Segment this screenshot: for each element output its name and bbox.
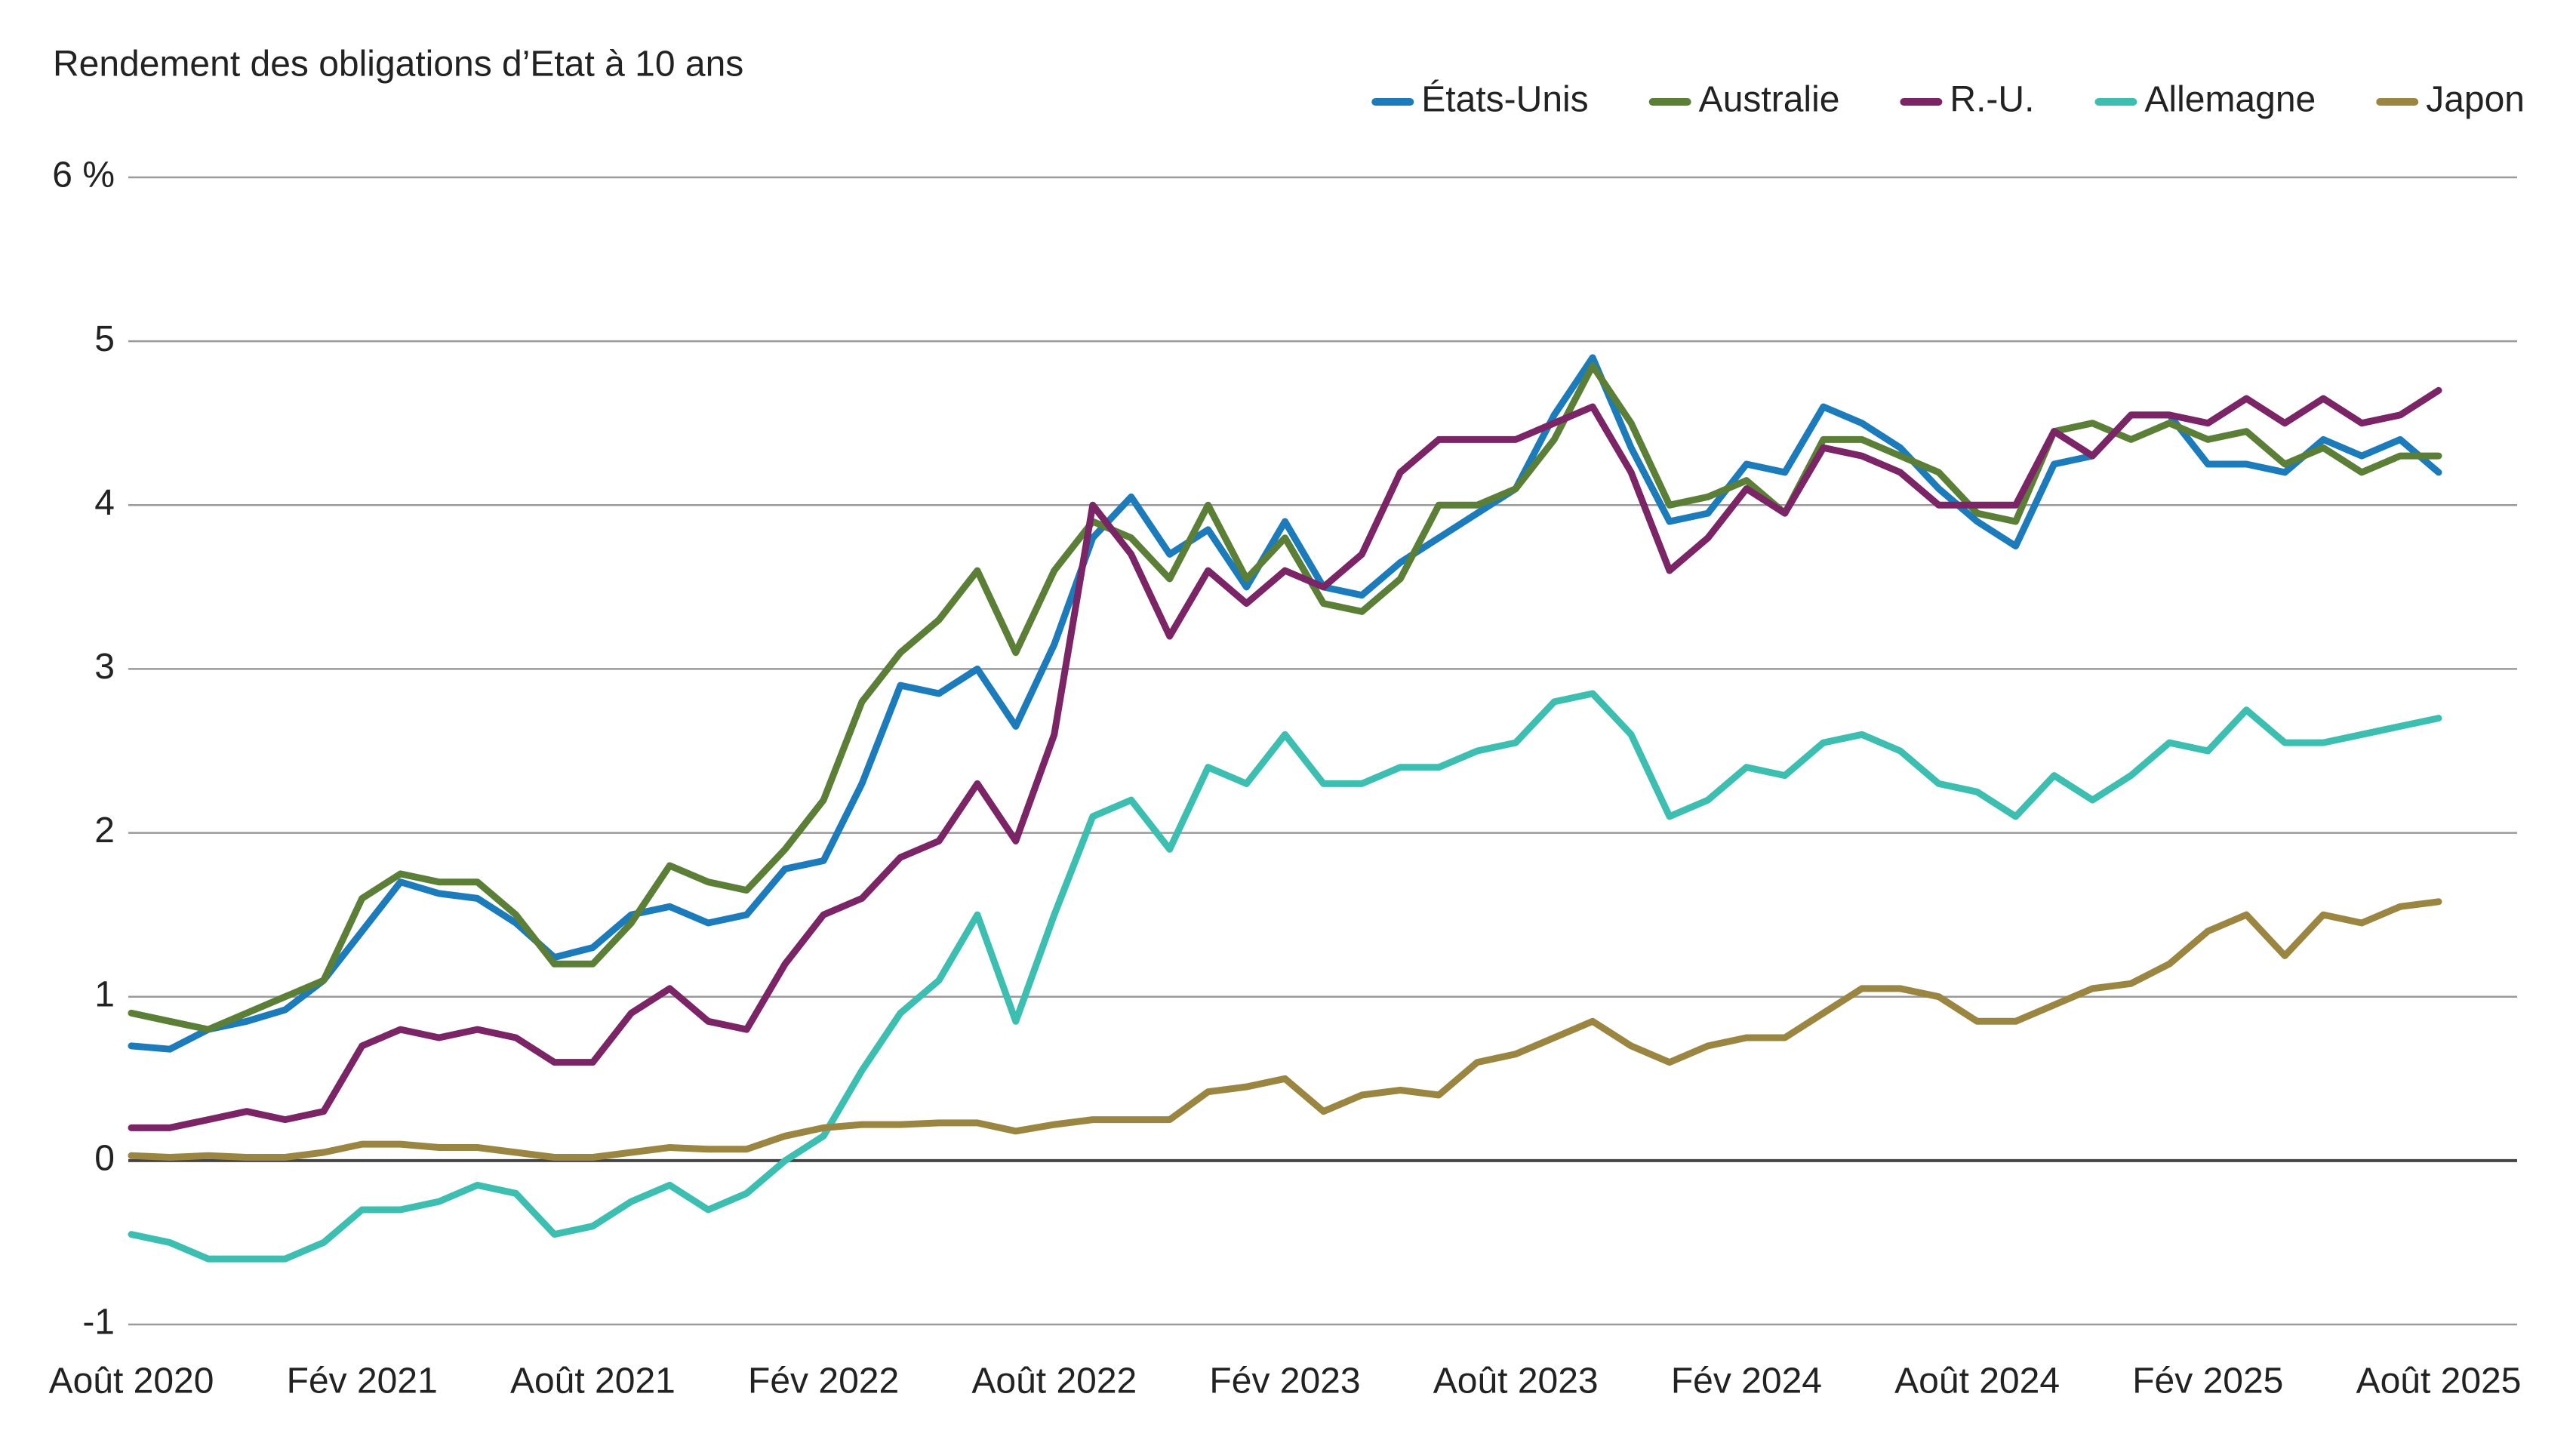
x-tick-label: Août 2020 (49, 1361, 214, 1401)
series-line (128, 354, 2442, 1053)
x-tick-label: Fév 2021 (287, 1361, 438, 1401)
legend-label: États-Unis (1421, 80, 1588, 120)
y-tick-label: -1 (82, 1303, 115, 1343)
chart-title: Rendement des obligations d’Etat à 10 an… (53, 45, 743, 85)
x-tick-label: Fév 2025 (2132, 1361, 2283, 1401)
y-tick-label: 6 % (52, 155, 115, 195)
y-tick-label: 4 (94, 483, 115, 523)
legend-label: Australie (1699, 80, 1840, 120)
x-tick-label: Fév 2023 (1209, 1361, 1360, 1401)
y-tick-label: 0 (94, 1139, 115, 1179)
x-tick-label: Août 2022 (971, 1361, 1137, 1401)
series-line (128, 898, 2442, 1161)
legend-label: Japon (2426, 80, 2525, 120)
y-tick-label: 5 (94, 319, 115, 359)
x-tick-label: Fév 2024 (1671, 1361, 1822, 1401)
y-tick-label: 3 (94, 647, 115, 687)
x-tick-label: Août 2024 (1894, 1361, 2060, 1401)
legend-label: Allemagne (2144, 80, 2316, 120)
series-line (128, 362, 2442, 1033)
x-tick-label: Août 2021 (510, 1361, 676, 1401)
y-tick-label: 1 (94, 974, 115, 1014)
x-tick-label: Août 2023 (1433, 1361, 1599, 1401)
x-tick-label: Fév 2022 (748, 1361, 899, 1401)
series-line (128, 386, 2442, 1131)
legend-label: R.-U. (1950, 80, 2034, 120)
series-line (128, 690, 2442, 1263)
y-tick-label: 2 (94, 811, 115, 851)
x-tick-label: Août 2025 (2356, 1361, 2522, 1401)
